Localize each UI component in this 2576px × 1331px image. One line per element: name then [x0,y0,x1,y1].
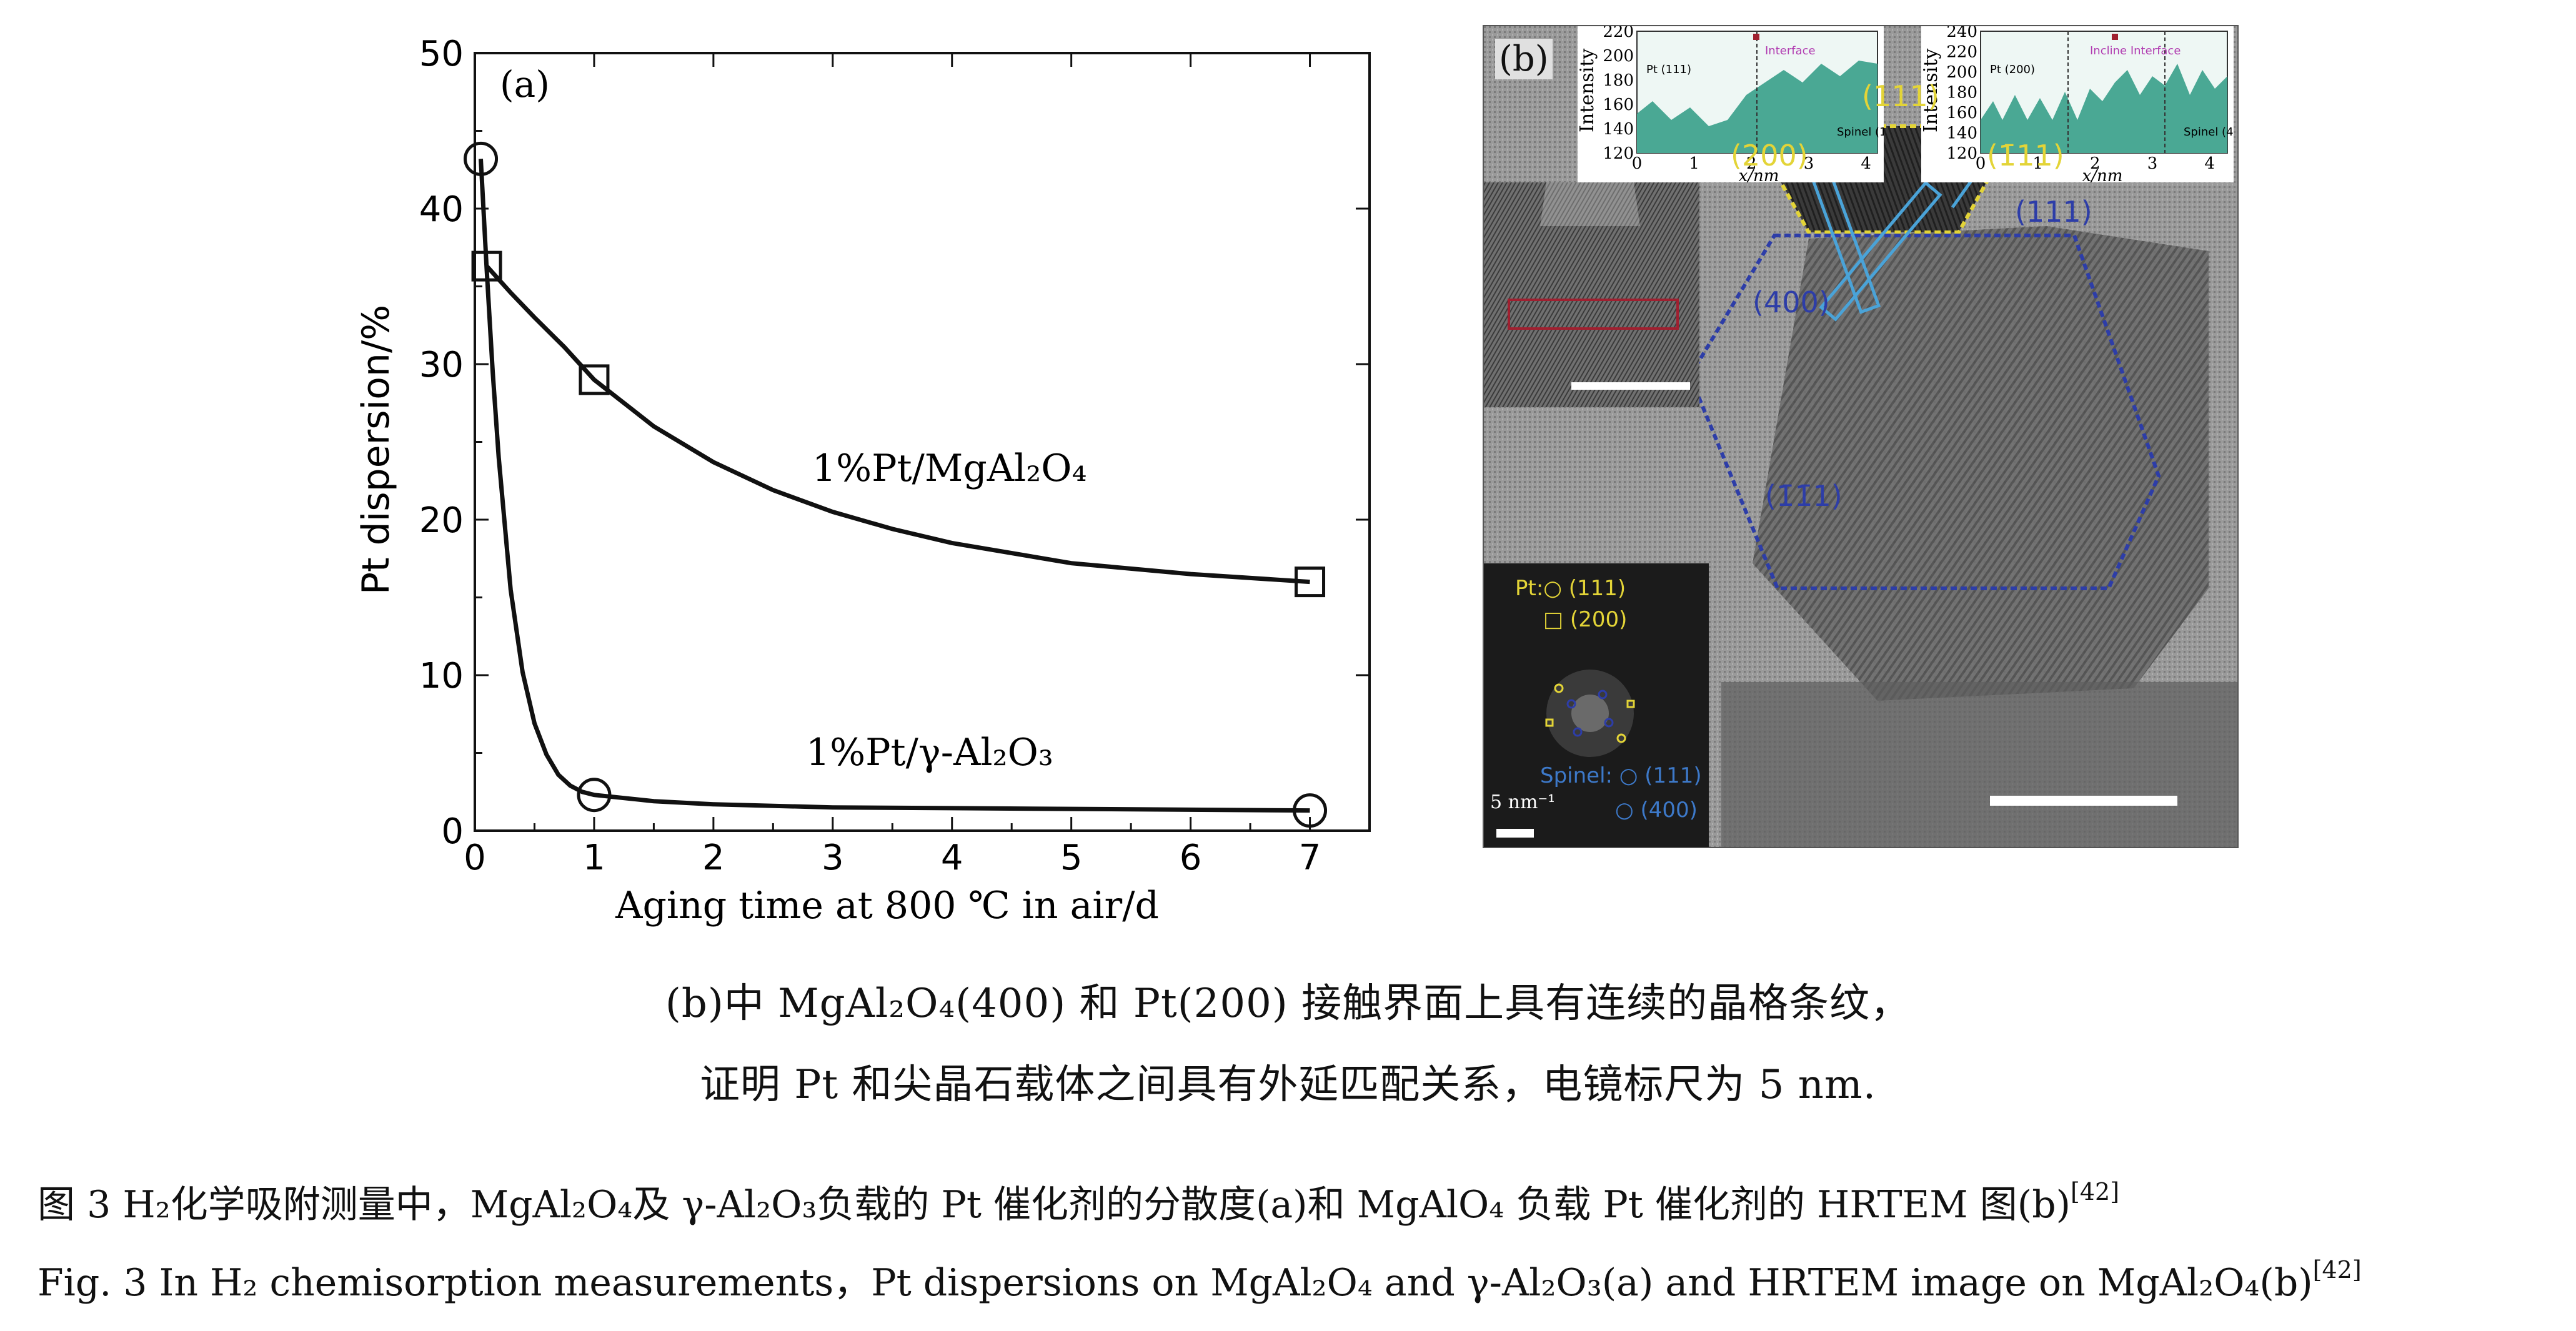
profile-x-tick: 2 [1746,154,1757,173]
profile-y-tick: 200 [1946,63,1977,82]
profile2-interface: Incline Interface [2090,44,2181,57]
panel-label-b: (b) [1495,39,1553,79]
data-point-circle [464,141,499,176]
profile-y-tick: 120 [1603,144,1634,163]
data-point-circle [1293,793,1328,828]
caption-chinese: 图 3 H₂化学吸附测量中，MgAl₂O₄及 γ-Al₂O₃负载的 Pt 催化剂… [37,1174,2119,1229]
y-tick-label: 40 [419,189,464,230]
fft-label-spinel400: ○ (400) [1615,798,1698,823]
x-tick-label: 2 [702,838,725,878]
x-tick-label: 3 [822,838,844,878]
profile1-spinel: Spinel (111) [1837,126,1884,139]
label-pt-200: (200) [1731,139,1808,172]
profile2-ylabel: Intensity [1921,49,1942,132]
fft-scale-label: 5 nm⁻¹ [1490,791,1556,813]
profile1-pt: Pt (111) [1646,63,1691,76]
profile-x-tick: 1 [1689,154,1699,173]
x-tick-label: 6 [1180,838,1202,878]
profile-x-tick: 3 [1804,154,1814,173]
x-axis-label: Aging time at 800 ℃ in air/d [615,884,1159,928]
fft-label-pt200: □ (200) [1543,607,1628,632]
data-point-square [1295,567,1326,598]
x-tick-label: 1 [583,838,605,878]
profile-y-tick: 180 [1946,84,1977,102]
caption-english-text: Fig. 3 In H₂ chemisorption measurements，… [37,1261,2313,1305]
fft-label-spinel: Spinel: ○ (111) [1540,763,1702,788]
profile-y-tick: 200 [1603,47,1634,66]
inset-lattice-image [1484,182,1699,407]
profile-x-tick: 3 [2147,154,2158,173]
profile-y-tick: 140 [1603,120,1634,139]
profile-x-tick: 1 [2032,154,2043,173]
profile1-ylabel: Intensity [1578,49,1598,132]
axis-ticks: 0 1 2 3 4 5 6 7 0 10 20 30 40 50 [419,34,1370,878]
label-pt-111-top: (111) [1862,79,1939,113]
profile2-pt: Pt (200) [1990,63,2035,76]
profile-y-tick: 120 [1946,144,1977,163]
series-group [464,141,1328,828]
series-curve-0 [485,264,1310,585]
caption-english: Fig. 3 In H₂ chemisorption measurements，… [37,1252,2362,1307]
plot-frame [474,52,1371,832]
y-tick-label: 50 [419,34,464,74]
data-point-circle [577,778,612,813]
x-tick-label: 4 [941,838,963,878]
profile-x-tick: 2 [2090,154,2101,173]
caption-chinese-text: 图 3 H₂化学吸附测量中，MgAl₂O₄及 γ-Al₂O₃负载的 Pt 催化剂… [37,1183,2071,1227]
profile-y-tick: 220 [1946,43,1977,62]
y-tick-label: 10 [419,656,464,696]
spinel-outline [1688,234,2161,590]
profile2-xlabel: x/nm [2082,167,2123,182]
profile-x-tick: 4 [2204,154,2215,173]
panel-label-a: (a) [500,63,550,106]
profile-y-tick: 160 [1603,96,1634,114]
label-pt-111-right: (1̄11) [1987,139,2064,172]
label-spinel-111-bar: (1̄1̄1) [1765,479,1842,513]
profile-y-tick: 240 [1946,26,1977,41]
y-tick-label: 0 [441,811,464,852]
y-tick-label: 30 [419,345,464,385]
x-tick-label: 0 [464,838,486,878]
profile2-spinel: Spinel (400) [2184,126,2234,139]
note-line-1: (b)中 MgAl₂O₄(400) 和 Pt(200) 接触界面上具有连续的晶格… [665,981,1911,1027]
profile-x-tick: 0 [1976,154,1986,173]
profile-y-tick: 160 [1946,104,1977,122]
label-spinel-111: (111) [2015,195,2092,229]
label-spinel-400: (400) [1753,285,1830,319]
profile1-interface: Interface [1765,44,1816,57]
series-curve-1 [479,159,1310,813]
series-label-mgal2o4: 1%Pt/MgAl₂O₄ [812,447,1087,490]
x-tick-label: 5 [1060,838,1083,878]
x-tick-label: 7 [1299,838,1321,878]
profile-y-tick: 180 [1603,71,1634,90]
caption-english-ref: [42] [2312,1256,2362,1284]
y-tick-label: 20 [419,500,464,541]
data-point-square [579,364,610,395]
caption-chinese-ref: [42] [2071,1178,2120,1205]
series-label-gamma: 1%Pt/γ-Al₂O₃ [806,731,1053,774]
profile-y-tick: 140 [1946,124,1977,143]
y-axis-label: Pt dispersion/% [354,305,398,595]
fft-label-pt: Pt:○ (111) [1515,576,1626,601]
note-line-2: 证明 Pt 和尖晶石载体之间具有外延匹配关系，电镜标尺为 5 nm. [699,1062,1877,1108]
profile-y-tick: 220 [1603,26,1634,41]
profile-x-tick: 4 [1861,154,1871,173]
profile-x-tick: 0 [1632,154,1643,173]
